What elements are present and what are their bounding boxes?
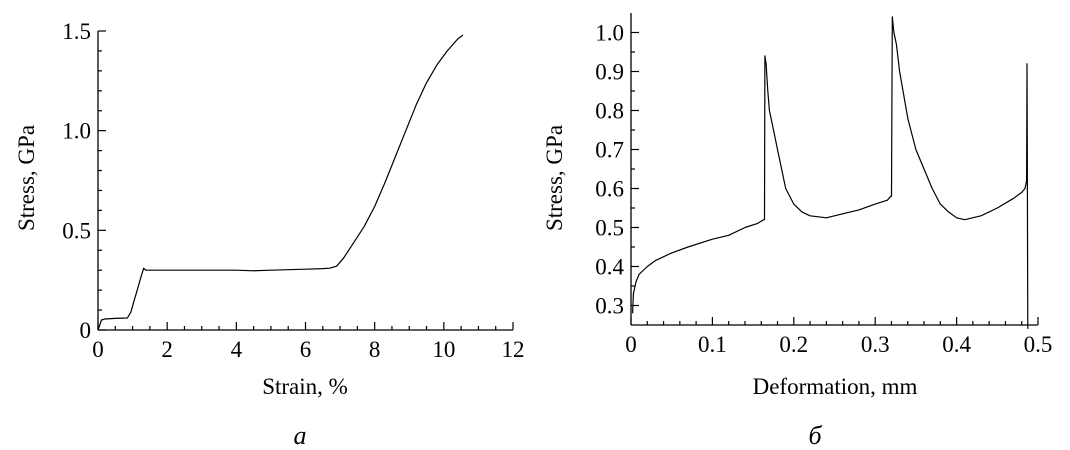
- chart-b-y-tick-label: 0.7: [595, 138, 624, 163]
- chart-b-x-tick-label: 0.1: [698, 332, 727, 357]
- chart-b-y-tick-label: 0.5: [595, 216, 624, 241]
- chart-a-marks: 0 2 4 6 8 10 12 0 0.5 1.0 1.5: [62, 19, 524, 362]
- chart-a-x-axis-label: Strain, %: [262, 374, 348, 399]
- chart-b-x-tick-label: 0.4: [942, 332, 971, 357]
- chart-b-y-tick-label: 0.6: [595, 177, 624, 202]
- chart-b-y-tick-label: 0.9: [595, 60, 624, 85]
- chart-a-y-tick-label: 1.5: [62, 19, 91, 44]
- chart-a-x-tick-label: 4: [231, 337, 243, 362]
- chart-a-y-tick-label: 0: [80, 318, 92, 343]
- chart-b-marks: 0 0.1 0.2 0.3 0.4 0.5 0.3 0.4 0.5 0.6 0.7 0.8 0.9 1.0: [595, 13, 1052, 357]
- chart-b-x-tick-label: 0.5: [1024, 332, 1053, 357]
- chart-a-x-tick-label: 12: [502, 337, 525, 362]
- chart-a-x-tick-label: 2: [161, 337, 173, 362]
- chart-a-x-tick-label: 8: [369, 337, 381, 362]
- chart-panel-a: 0 2 4 6 8 10 12 0 0.5 1.0 1.5 Strain, % Stress, GP…: [14, 19, 525, 450]
- chart-b-y-axis-label: Stress, GPa: [542, 125, 567, 231]
- chart-b-y-tick-label: 0.3: [595, 294, 624, 319]
- chart-a-y-axis-label: Stress, GPa: [14, 125, 39, 231]
- chart-b-panel-label: б: [808, 421, 822, 450]
- chart-a-series-line: [97, 34, 464, 331]
- chart-b-y-tick-label: 0.4: [595, 255, 624, 280]
- chart-b-series-line: [632, 16, 1029, 329]
- chart-a-x-tick-label: 0: [92, 337, 104, 362]
- chart-b-y-tick-label: 1.0: [595, 21, 624, 46]
- chart-a-y-tick-label: 0.5: [62, 218, 91, 243]
- chart-b-x-axis-label: Deformation, mm: [753, 374, 918, 399]
- chart-b-x-tick-label: 0.2: [779, 332, 808, 357]
- chart-panel-b: 0 0.1 0.2 0.3 0.4 0.5 0.3 0.4 0.5 0.6 0.7 0.8 0.9 1.0…: [542, 13, 1052, 450]
- chart-b-x-tick-label: 0: [625, 332, 637, 357]
- chart-b-x-tick-label: 0.3: [861, 332, 890, 357]
- chart-a-panel-label: a: [294, 421, 307, 450]
- chart-a-x-tick-label: 6: [300, 337, 312, 362]
- chart-a-y-tick-label: 1.0: [62, 119, 91, 144]
- chart-a-x-tick-label: 10: [432, 337, 455, 362]
- chart-b-y-tick-label: 0.8: [595, 99, 624, 124]
